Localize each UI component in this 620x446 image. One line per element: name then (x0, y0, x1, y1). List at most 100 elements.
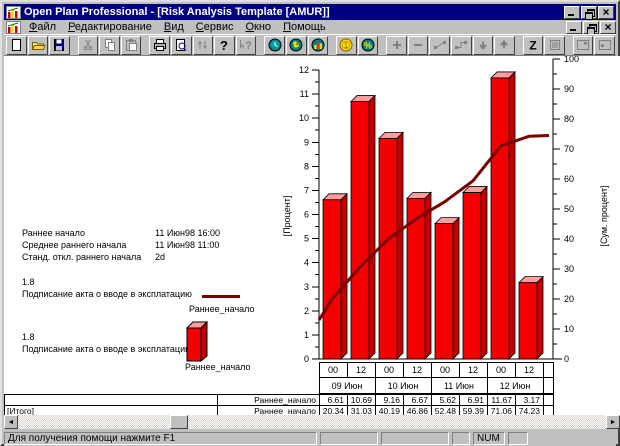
value-text: 20.34 (323, 406, 345, 415)
help-button[interactable]: ? (214, 35, 235, 55)
value-text: 6.61 (327, 395, 344, 405)
restore-button[interactable] (581, 5, 597, 20)
value-cell (543, 394, 554, 406)
left-axis-tick-label: 8 (304, 161, 309, 171)
value-text: 3.17 (523, 395, 540, 405)
resource-analysis-button[interactable] (285, 35, 307, 55)
x-group-label: 11 Июн (444, 381, 474, 391)
horizontal-scrollbar[interactable]: ◄ ► (4, 415, 620, 429)
x-tick-label: 12 (524, 365, 534, 375)
num-lock-indicator: NUM (473, 432, 505, 445)
left-axis-tick-label: 7 (304, 185, 309, 195)
value-text: 31.03 (351, 406, 373, 415)
print-button[interactable] (149, 35, 171, 55)
left-axis-tick-label: 0 (304, 354, 309, 364)
row-header-cell (4, 394, 218, 406)
x-group-label: 09 Июн (332, 381, 363, 391)
menu-item-1[interactable]: Файл (29, 21, 57, 33)
document-icon[interactable] (6, 20, 21, 34)
left-axis-tick-label: 9 (304, 137, 309, 147)
legend-activity-id: 1.8 (22, 332, 35, 342)
series-label: Раннее_начало (254, 395, 316, 405)
right-axis-tick-label: 30 (564, 264, 574, 274)
right-axis-tick-label: 50 (564, 204, 574, 214)
x-tick-label: 12 (356, 365, 366, 375)
move-down-button (472, 35, 494, 55)
legend-activity-name: Подписание акта о вводе в эксплатацию (22, 289, 192, 299)
statistic-row: Раннее начало 11 Июн98 16:00 (22, 228, 220, 238)
value-text: 9.16 (383, 395, 400, 405)
open-file-button[interactable] (27, 35, 49, 55)
close-button[interactable] (598, 5, 614, 19)
cut-button (77, 35, 99, 55)
statistic-value: 2d (155, 252, 166, 262)
chart-view: Раннее начало 11 Июн98 16:00 Среднее ранне… (4, 56, 620, 415)
right-axis-tick-label: 90 (564, 84, 574, 94)
value-text: 46.86 (407, 406, 429, 415)
value-text: 6.91 (467, 395, 484, 405)
filter-button (544, 35, 565, 55)
status-panel-2 (320, 432, 378, 445)
statistic-value: 11 Июн98 11:00 (155, 240, 220, 250)
paste-button (120, 35, 142, 55)
cost-analysis-button[interactable]: 1 (336, 35, 357, 55)
time-analysis-button[interactable] (264, 35, 285, 55)
move-up-button (494, 35, 515, 55)
left-axis-title: [Процент] (282, 196, 292, 237)
statistic-label: Среднее раннего начала (22, 240, 127, 250)
x-tick-label: 00 (328, 365, 338, 375)
svg-text:1: 1 (344, 41, 349, 50)
statistic-row: Станд. откл. раннего начала 2d (22, 252, 165, 262)
left-axis-tick-label: 10 (299, 113, 309, 123)
scroll-right-button[interactable]: ► (606, 415, 620, 429)
svg-text:?: ? (221, 38, 229, 52)
legend-series-name: Раннее_начало (189, 304, 255, 314)
minimize-button[interactable] (564, 5, 580, 19)
series-label: Раннее_начало (254, 406, 316, 415)
menu-item-2[interactable]: Редактирование (68, 21, 152, 33)
value-text: 5.62 (439, 395, 456, 405)
value-text: 71.06 (491, 406, 513, 415)
menu-item-3[interactable]: Вид (163, 21, 184, 33)
child-minimize-button[interactable] (566, 20, 582, 34)
status-panel-3 (381, 432, 449, 445)
add-button (386, 35, 407, 55)
menu-item-5[interactable]: Окно (245, 21, 272, 33)
bar (322, 192, 348, 360)
status-panel-6 (508, 432, 528, 445)
window-title: Open Plan Professional - [Risk Analysis … (24, 6, 330, 18)
statistic-label: Раннее начало (22, 228, 85, 238)
bar (462, 185, 488, 360)
child-restore-button[interactable] (583, 20, 599, 35)
bar (378, 131, 404, 360)
x-group-cell (543, 377, 554, 394)
child-close-button[interactable] (600, 20, 616, 34)
bar (518, 275, 544, 360)
legend-series-name: Раннее_начало (185, 362, 251, 372)
row-header-cell (4, 405, 218, 415)
x-tick-label: 12 (412, 365, 422, 375)
sort-button[interactable]: Z (522, 35, 544, 55)
new-document-button[interactable] (6, 35, 27, 55)
status-panel-4 (452, 432, 470, 445)
menu-item-6[interactable]: Помощь (283, 21, 326, 33)
bar (350, 94, 376, 360)
bar (490, 70, 516, 360)
percent-complete-button[interactable]: % (357, 35, 379, 55)
risk-analysis-button[interactable] (307, 35, 329, 55)
context-help-button: ? (235, 35, 257, 55)
scrollbar-thumb[interactable] (170, 415, 188, 429)
shrink-window-button (594, 35, 616, 55)
bar (434, 216, 460, 360)
svg-text:Z: Z (529, 39, 536, 53)
menu-item-4[interactable]: Сервис (195, 21, 234, 33)
x-group-label: 12 Июн (500, 381, 531, 391)
statistic-row: Среднее раннего начала 11 Июн98 11:00 (22, 240, 219, 250)
svg-text:?: ? (245, 40, 252, 52)
toolbar: ?? 1% Z (4, 34, 616, 56)
print-preview-button[interactable] (171, 35, 192, 55)
save-button[interactable] (49, 35, 70, 55)
right-axis-tick-label: 0 (564, 354, 569, 364)
scroll-left-button[interactable]: ◄ (4, 415, 18, 429)
